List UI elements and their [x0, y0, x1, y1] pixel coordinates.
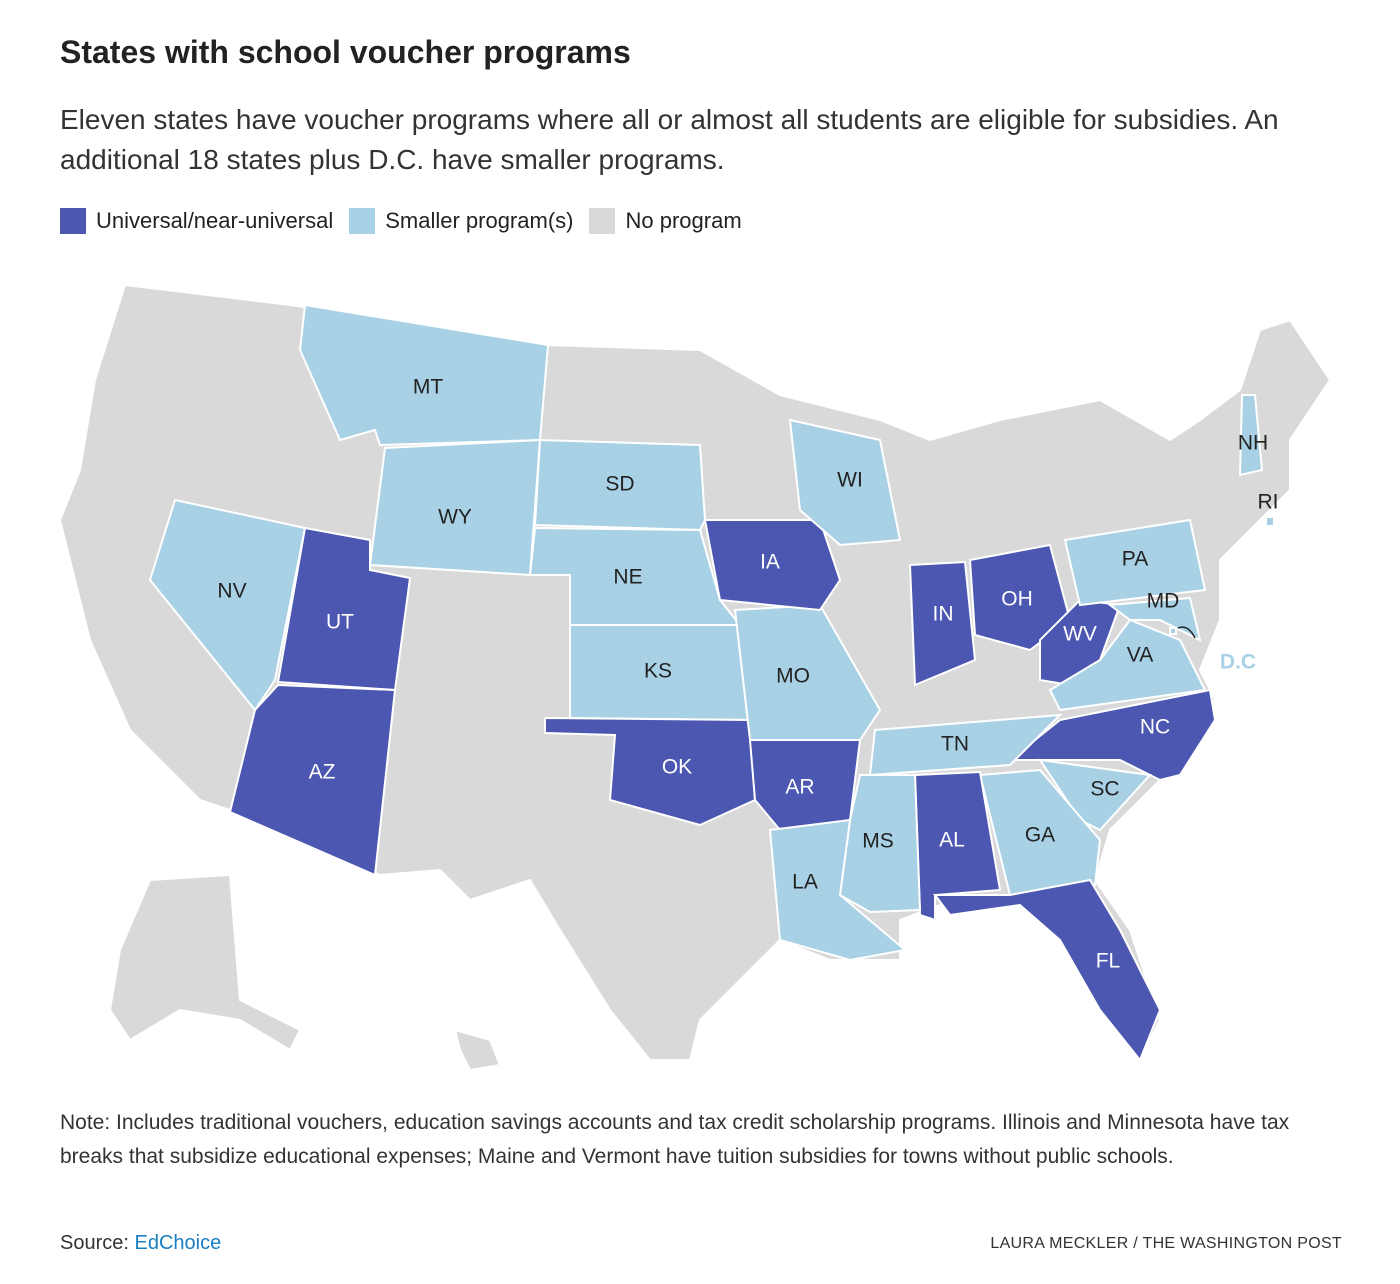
state-label: GA	[1025, 824, 1055, 847]
map: MT WY SD NE KS NV UT AZ OK AR MO IA WI I…	[58, 283, 1332, 1072]
state-label: SC	[1090, 778, 1119, 801]
state	[1063, 518, 1207, 607]
state	[1169, 627, 1177, 635]
legend-swatch	[589, 208, 616, 234]
state	[1007, 688, 1217, 782]
state-label: IA	[760, 551, 780, 574]
legend: Universal/near-universal Smaller program(…	[60, 208, 742, 234]
legend-label: Universal/near-universal	[96, 208, 334, 233]
state-label: IN	[933, 603, 954, 626]
state-label: OK	[662, 756, 692, 779]
state	[1265, 516, 1275, 527]
source-link[interactable]: EdChoice	[134, 1232, 222, 1254]
legend-item: Universal/near-universal	[60, 208, 333, 234]
state	[978, 768, 1102, 897]
state	[148, 498, 307, 712]
state-label: WV	[1063, 623, 1097, 646]
state-label: NE	[613, 566, 642, 589]
state-label: FL	[1096, 950, 1121, 973]
state-label: UT	[326, 611, 354, 634]
state	[228, 683, 397, 877]
state	[703, 519, 842, 612]
state-label: AR	[785, 776, 814, 799]
note: Note: Includes traditional vouchers, edu…	[60, 1111, 1290, 1168]
alaska	[108, 873, 302, 1052]
state-label: SD	[605, 473, 634, 496]
legend-swatch	[60, 208, 86, 234]
state-label: MS	[862, 830, 894, 853]
source-prefix: Source:	[60, 1232, 129, 1254]
state-label: AZ	[309, 761, 336, 784]
state	[933, 878, 1162, 1062]
state-label: LA	[792, 871, 818, 894]
legend-item: Smaller program(s)	[349, 208, 573, 234]
credit: LAURA MECKLER / THE WASHINGTON POST	[990, 1235, 1342, 1252]
state-label: AL	[939, 829, 965, 852]
state-label: TN	[941, 733, 969, 756]
legend-label: No program	[625, 208, 742, 233]
legend-item: No program	[589, 208, 742, 234]
state	[908, 560, 977, 687]
state	[868, 713, 1063, 777]
state	[298, 303, 550, 447]
state	[788, 418, 902, 547]
state-label: MO	[776, 665, 810, 688]
state-label: RI	[1258, 491, 1279, 514]
state	[276, 526, 412, 692]
state-label: MD	[1147, 590, 1180, 613]
state-label: WY	[438, 506, 472, 529]
hawaii	[453, 1028, 502, 1072]
state	[1107, 596, 1202, 642]
state-label: NC	[1140, 716, 1170, 739]
dc-arrow	[1177, 626, 1196, 639]
title: States with school voucher programs	[60, 34, 631, 70]
state	[768, 818, 908, 962]
state-label: NH	[1238, 432, 1268, 455]
legend-swatch	[349, 208, 376, 234]
state-label: D.C	[1220, 651, 1256, 674]
state-label: VA	[1127, 644, 1153, 667]
state-label: PA	[1122, 548, 1148, 571]
legend-label: Smaller program(s)	[385, 208, 574, 233]
state-label: KS	[644, 660, 672, 683]
state-label: WI	[837, 469, 863, 492]
state-label: OH	[1001, 588, 1033, 611]
state-label: MT	[413, 376, 443, 399]
subtitle: Eleven states have voucher programs wher…	[60, 104, 1279, 175]
source: Source: EdChoice	[60, 1232, 221, 1255]
state	[1048, 618, 1207, 712]
state	[1238, 394, 1264, 477]
state	[533, 438, 707, 532]
state-label: NV	[217, 580, 246, 603]
